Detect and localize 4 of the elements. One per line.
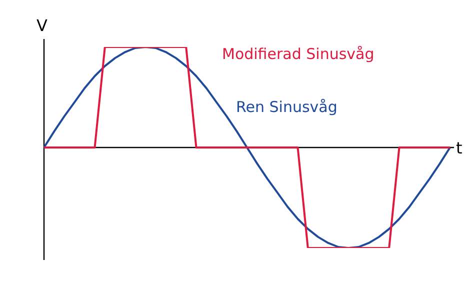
y-axis-title: V bbox=[36, 16, 48, 36]
x-axis-title: t bbox=[456, 138, 462, 158]
text: Modifierad Sinusvåg bbox=[222, 44, 374, 63]
series-label: Ren Sinusvåg bbox=[236, 98, 338, 116]
